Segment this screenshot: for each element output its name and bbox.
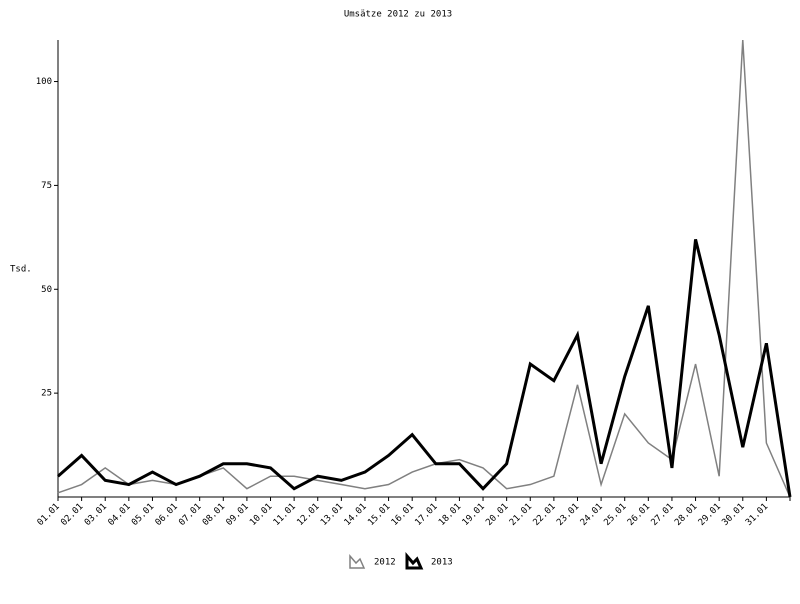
y-axis-label: Tsd. <box>10 265 32 275</box>
x-tick-label: 03.01 <box>83 502 109 528</box>
x-tick-label: 12.01 <box>295 502 321 528</box>
x-tick-label: 28.01 <box>673 502 699 528</box>
x-tick-label: 08.01 <box>201 502 227 528</box>
legend-icon <box>405 551 424 570</box>
x-tick-label: 06.01 <box>154 502 180 528</box>
y-tick-label: 25 <box>41 389 52 399</box>
x-tick-label: 26.01 <box>626 502 652 528</box>
x-tick-label: 29.01 <box>697 502 723 528</box>
x-tick-label: 10.01 <box>248 502 274 528</box>
y-tick-label: 75 <box>41 181 52 191</box>
x-tick-label: 11.01 <box>272 502 298 528</box>
line-series <box>57 39 791 498</box>
x-tick-label: 13.01 <box>319 502 345 528</box>
legend-icon <box>349 553 366 569</box>
x-tick-label: 02.01 <box>59 502 85 528</box>
x-tick-label: 27.01 <box>650 502 676 528</box>
y-tick-label: 50 <box>41 285 52 295</box>
x-tick-label: 17.01 <box>413 502 439 528</box>
legend-label: 2013 <box>431 558 453 568</box>
x-tick-label: 23.01 <box>555 502 581 528</box>
x-tick-label: 22.01 <box>532 502 558 528</box>
x-tick-label: 31.01 <box>744 502 770 528</box>
x-tick-label: 24.01 <box>579 502 605 528</box>
x-tick-label: 30.01 <box>720 502 746 528</box>
x-tick-label: 09.01 <box>225 502 251 528</box>
x-tick-label: 04.01 <box>106 502 132 528</box>
x-tick-label: 21.01 <box>508 502 534 528</box>
chart-title: Umsätze 2012 zu 2013 <box>344 10 452 20</box>
x-tick-label: 14.01 <box>343 502 369 528</box>
x-tick-label: 05.01 <box>130 502 156 528</box>
x-tick-label: 01.01 <box>36 502 62 528</box>
x-tick-label: 07.01 <box>177 502 203 528</box>
legend-label: 2012 <box>374 558 396 568</box>
x-tick-label: 19.01 <box>461 502 487 528</box>
line-series <box>57 239 792 498</box>
x-tick-label: 25.01 <box>602 502 628 528</box>
x-tick-label: 18.01 <box>437 502 463 528</box>
y-tick-label: 100 <box>36 77 52 87</box>
x-tick-label: 15.01 <box>366 502 392 528</box>
x-tick-label: 20.01 <box>484 502 510 528</box>
x-tick-label: 16.01 <box>390 502 416 528</box>
